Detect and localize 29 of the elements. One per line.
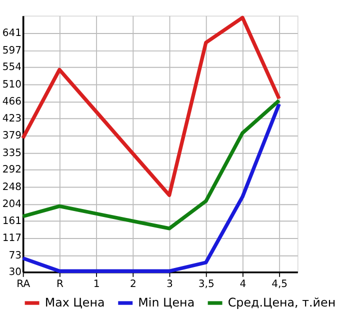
x-tick-label: 4 <box>240 279 246 290</box>
legend-label: Сред.Цена, т.йен <box>228 296 336 310</box>
y-tick-label: 335 <box>2 148 22 159</box>
line-series <box>21 102 281 273</box>
y-tick-label: 379 <box>2 130 22 142</box>
legend-label: Min Цена <box>138 296 195 310</box>
x-tick-label: R <box>56 279 64 290</box>
x-tick-label: 3 <box>166 279 173 290</box>
y-tick-label: 510 <box>2 79 22 90</box>
x-tick-label: 2 <box>130 279 136 290</box>
legend-label: Max Цена <box>44 296 105 310</box>
y-tick-label: 30 <box>8 267 22 278</box>
x-tick-label: 4,5 <box>272 279 288 290</box>
y-tick-label: 248 <box>2 182 22 193</box>
x-tick-label: 1 <box>93 279 100 290</box>
y-tick-label: 73 <box>8 250 22 262</box>
x-tick-label: RA <box>16 279 30 290</box>
y-tick-label: 641 <box>2 28 22 40</box>
y-tick-label: 204 <box>2 199 22 210</box>
y-tick-label: 292 <box>2 164 22 176</box>
y-tick-label: 161 <box>2 216 22 227</box>
x-tick-label: 3,5 <box>198 279 214 290</box>
y-tick-label: 466 <box>2 96 22 108</box>
y-tick-label: 117 <box>2 233 22 244</box>
y-tick-label: 423 <box>2 113 22 124</box>
y-tick-label: 597 <box>2 45 22 56</box>
line-series <box>21 16 281 198</box>
line-series <box>21 98 281 230</box>
y-tick-label: 554 <box>2 62 22 74</box>
